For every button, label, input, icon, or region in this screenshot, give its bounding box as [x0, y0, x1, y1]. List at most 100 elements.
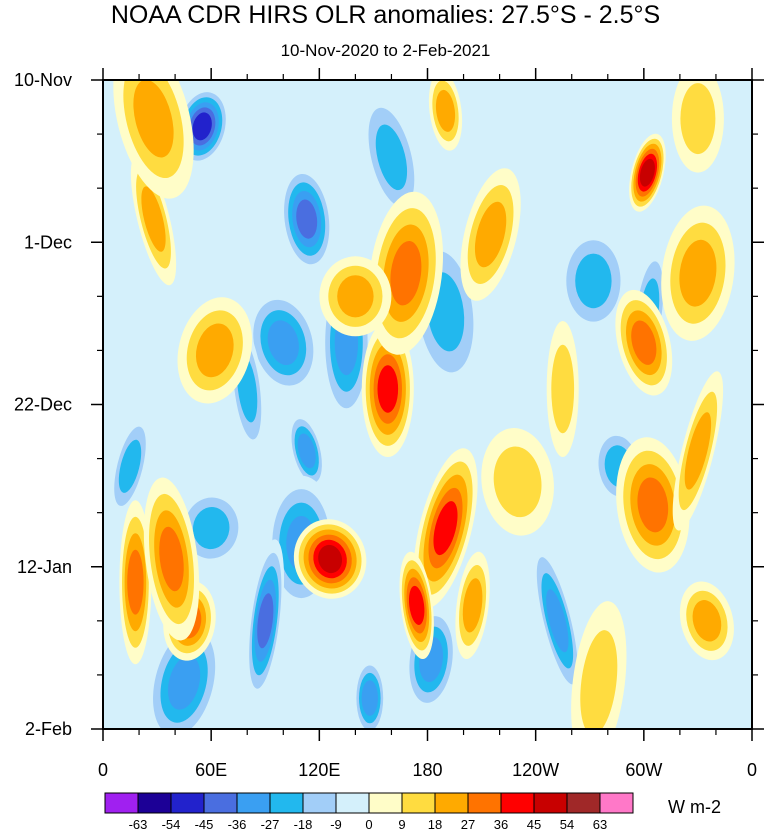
- anomaly-feature: [679, 581, 734, 661]
- contour-band: [192, 507, 230, 550]
- anomaly-feature: [353, 658, 386, 729]
- colorbar-swatch: [170, 792, 205, 814]
- contour-band: [127, 549, 144, 615]
- anomaly-feature: [280, 165, 334, 273]
- contour-band: [580, 630, 618, 729]
- y-tick-label: 10-Nov: [14, 70, 72, 90]
- anomaly-feature: [671, 80, 724, 173]
- contour-band: [551, 344, 575, 434]
- colorbar-units: W m-2: [668, 797, 721, 817]
- colorbar-label: 9: [398, 817, 405, 830]
- colorbar-label: 36: [494, 817, 508, 830]
- anomaly-field: [109, 80, 735, 729]
- colorbar-swatch: [467, 792, 502, 814]
- anomaly-feature: [481, 428, 554, 536]
- contour-band: [361, 680, 378, 716]
- contour-band: [433, 501, 458, 556]
- colorbar: -63 -54 -45 -36 -27 -18 -9 0 9 18 27 36 45 54 63: [104, 792, 634, 830]
- colorbar-swatch: [401, 792, 436, 814]
- colorbar-label: 45: [527, 817, 541, 830]
- colorbar-label: -63: [129, 817, 148, 830]
- anomaly-feature: [246, 289, 321, 396]
- contour-band: [133, 80, 174, 158]
- colorbar-label: 27: [461, 817, 475, 830]
- contour-band: [167, 655, 201, 710]
- colorbar-swatch: [599, 792, 634, 814]
- anomaly-feature: [177, 297, 253, 404]
- x-tick-label: 120E: [298, 760, 340, 780]
- contour-band: [493, 446, 542, 518]
- chart-subtitle: 10-Nov-2020 to 2-Feb-2021: [280, 41, 491, 60]
- x-tick-label: 0: [747, 760, 757, 780]
- anomaly-feature: [661, 205, 735, 341]
- contour-band: [296, 199, 318, 239]
- contour-band: [159, 526, 184, 592]
- contour-band: [435, 89, 456, 132]
- contour-band: [679, 239, 717, 307]
- anomaly-feature: [113, 80, 194, 199]
- anomaly-feature: [130, 153, 177, 286]
- colorbar-swatch: [500, 792, 535, 814]
- colorbar-swatch: [104, 792, 139, 814]
- contour-band: [575, 253, 612, 309]
- colorbar-label: -45: [195, 817, 214, 830]
- contour-band: [337, 275, 374, 318]
- contour-band: [195, 323, 234, 378]
- anomaly-feature: [109, 413, 151, 519]
- anomaly-feature: [557, 226, 630, 335]
- contour-band: [257, 593, 274, 649]
- contour-band: [141, 186, 166, 252]
- anomaly-feature: [532, 541, 583, 701]
- y-tick-label: 22-Dec: [14, 395, 72, 415]
- contour-band: [684, 412, 712, 490]
- chart-title: NOAA CDR HIRS OLR anomalies: 27.5°S - 2.…: [110, 1, 661, 29]
- colorbar-label: -27: [261, 817, 280, 830]
- anomaly-feature: [413, 448, 478, 608]
- anomaly-feature: [546, 321, 579, 457]
- contour-band: [267, 320, 299, 366]
- anomaly-feature: [143, 477, 200, 641]
- anomaly-feature: [399, 551, 434, 660]
- contour-band: [692, 600, 722, 642]
- y-tick-label: 2-Feb: [25, 719, 72, 739]
- anomaly-feature: [629, 133, 666, 212]
- anomaly-feature: [175, 87, 230, 166]
- anomaly-feature: [428, 80, 463, 151]
- x-tick-label: 180: [412, 760, 442, 780]
- y-tick-label: 12-Jan: [17, 557, 72, 577]
- anomaly-feature: [288, 411, 325, 490]
- colorbar-label: -54: [162, 817, 181, 830]
- colorbar-swatch: [434, 792, 469, 814]
- colorbar-swatch: [203, 792, 238, 814]
- contour-band: [297, 433, 316, 469]
- contour-band: [375, 124, 408, 191]
- colorbar-label: 18: [428, 817, 442, 830]
- anomaly-feature: [616, 437, 690, 573]
- colorbar-label: -18: [294, 817, 313, 830]
- contour-band: [408, 585, 425, 625]
- colorbar-swatch: [269, 792, 304, 814]
- contour-band: [474, 201, 507, 268]
- colorbar-swatch: [368, 792, 403, 814]
- contour-band: [377, 365, 399, 413]
- contour-band: [680, 83, 716, 155]
- y-tick-label: 1-Dec: [24, 232, 72, 252]
- anomaly-feature: [615, 289, 673, 396]
- contour-band: [462, 578, 483, 633]
- contour-band: [637, 477, 669, 533]
- colorbar-label: -36: [228, 817, 247, 830]
- x-tick-label: 0: [98, 760, 108, 780]
- anomaly-feature: [672, 371, 724, 531]
- contour-band: [192, 112, 212, 141]
- contour-band: [118, 439, 142, 493]
- anomaly-feature: [319, 256, 392, 337]
- contour-band: [631, 320, 657, 365]
- x-tick-label: 120W: [512, 760, 559, 780]
- colorbar-label: 0: [365, 817, 372, 830]
- colorbar-label: 54: [560, 817, 574, 830]
- anomaly-feature: [293, 519, 367, 599]
- colorbar-label: 63: [593, 817, 607, 830]
- anomaly-feature: [455, 551, 490, 660]
- axis-ticks: [91, 68, 764, 741]
- anomaly-feature: [119, 500, 152, 665]
